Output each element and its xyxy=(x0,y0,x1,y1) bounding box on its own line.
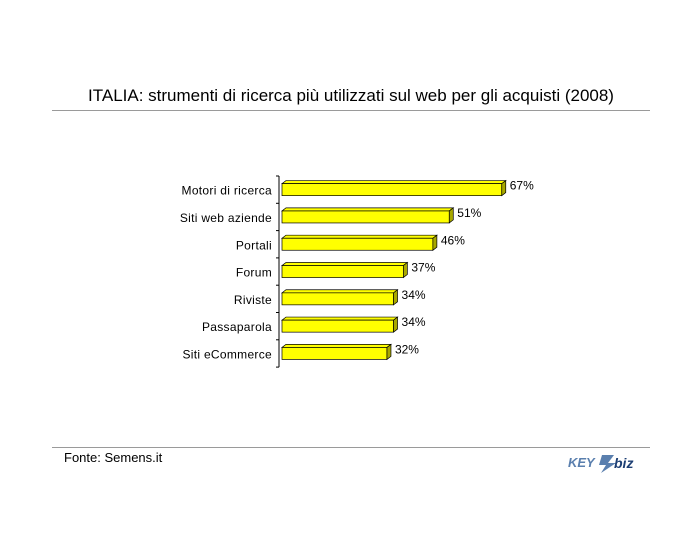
bar-top-face xyxy=(280,344,392,348)
chart-title: ITALIA: strumenti di ricerca più utilizz… xyxy=(88,86,614,105)
value-label: 34% xyxy=(402,288,426,302)
category-label: Passaparola xyxy=(202,320,272,334)
category-label: Portali xyxy=(236,238,272,252)
value-label: 32% xyxy=(395,342,419,356)
value-label: 34% xyxy=(402,315,426,329)
bar-side-face xyxy=(403,261,408,279)
logo-bolt-icon xyxy=(599,455,616,473)
key4biz-logo: KEY biz xyxy=(568,455,633,473)
category-label: Motori di ricerca xyxy=(182,184,272,198)
footer-divider xyxy=(52,447,650,448)
bar xyxy=(281,210,450,224)
bar xyxy=(281,347,388,360)
bar-top-face xyxy=(280,234,438,239)
bar xyxy=(281,292,394,306)
bar-top-face xyxy=(280,262,409,266)
bar xyxy=(281,183,503,196)
bar xyxy=(281,265,404,278)
category-label: Siti eCommerce xyxy=(182,347,272,361)
bar-side-face xyxy=(393,289,398,306)
logo-key-text: KEY xyxy=(568,455,596,470)
bar-side-face xyxy=(393,316,398,333)
bar-top-face xyxy=(280,207,455,212)
category-label: Riviste xyxy=(234,293,272,307)
value-label: 51% xyxy=(457,206,481,220)
bar-side-face xyxy=(448,207,454,224)
bar-side-face xyxy=(501,179,507,197)
bar-top-face xyxy=(280,316,399,321)
bar-side-face xyxy=(386,343,392,361)
bar xyxy=(281,237,434,251)
category-label: Siti web aziende xyxy=(180,211,272,225)
bar-top-face xyxy=(280,289,399,294)
category-label: Forum xyxy=(236,266,272,280)
bar-side-face xyxy=(432,234,438,251)
source-note: Fonte: Semens.it xyxy=(64,450,163,465)
logo-biz-text: biz xyxy=(614,455,633,471)
value-label: 67% xyxy=(510,179,534,193)
bar-top-face xyxy=(280,180,507,184)
value-label: 46% xyxy=(441,233,465,247)
title-divider xyxy=(52,110,650,111)
value-label: 37% xyxy=(411,261,435,275)
bar xyxy=(281,319,394,333)
